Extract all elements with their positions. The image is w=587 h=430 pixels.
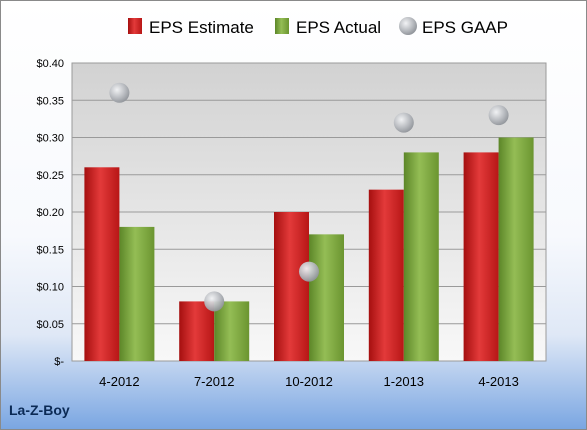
y-tick-label: $0.10	[36, 282, 64, 294]
eps-estimate-bar	[179, 301, 215, 361]
y-tick-label: $0.05	[36, 319, 64, 331]
eps-actual-bar	[403, 152, 439, 361]
x-category-label: 1-2013	[384, 374, 424, 389]
eps-actual-bar	[498, 137, 534, 361]
eps-estimate-bar	[368, 189, 404, 361]
y-tick-label: $0.40	[36, 58, 64, 70]
x-category-label: 4-2013	[478, 374, 518, 389]
y-tick-label: $0.15	[36, 244, 64, 256]
eps-estimate-bar	[274, 212, 309, 361]
eps-estimate-bar	[463, 152, 499, 361]
legend-label: EPS Actual	[296, 18, 381, 37]
legend-swatch-eps-actual	[275, 18, 289, 34]
legend-marker-eps-gaap	[399, 17, 417, 35]
eps-actual-bar	[119, 226, 155, 361]
y-tick-label: $0.30	[36, 133, 64, 145]
company-name: La-Z-Boy	[9, 402, 70, 418]
eps-gaap-marker	[204, 291, 225, 312]
x-category-label: 10-2012	[285, 374, 333, 389]
legend-swatch-eps-estimate	[128, 18, 142, 34]
eps-gaap-marker	[109, 82, 130, 103]
legend: EPS Estimate EPS Actual EPS GAAP	[128, 17, 508, 37]
eps-estimate-bar	[84, 167, 120, 361]
x-category-label: 4-2012	[99, 374, 139, 389]
x-axis: 4-2012 7-2012 10-2012 1-2013 4-2013	[99, 374, 519, 389]
bars	[84, 137, 534, 361]
gaap-markers	[109, 82, 509, 312]
y-tick-label: $0.35	[36, 95, 64, 107]
eps-gaap-marker	[299, 261, 319, 282]
eps-gaap-marker	[488, 105, 509, 126]
eps-actual-bar	[214, 301, 250, 361]
legend-label: EPS GAAP	[422, 18, 508, 37]
y-axis: $0.40 $0.35 $0.30 $0.25 $0.20 $0.15 $0.10 $0.05…	[36, 58, 64, 368]
eps-actual-bar	[309, 234, 344, 361]
y-tick-label: $-	[54, 356, 64, 368]
eps-gaap-marker	[393, 112, 414, 133]
y-tick-label: $0.25	[36, 170, 64, 182]
legend-label: EPS Estimate	[149, 18, 254, 37]
x-category-label: 7-2012	[194, 374, 234, 389]
y-tick-label: $0.20	[36, 207, 64, 219]
